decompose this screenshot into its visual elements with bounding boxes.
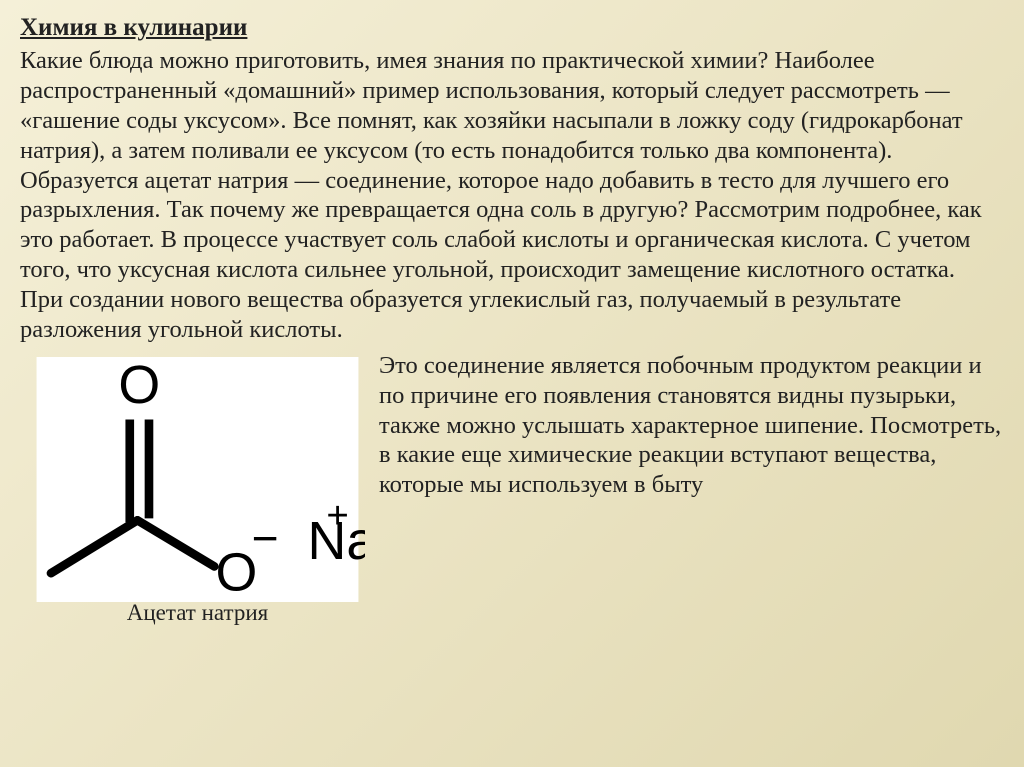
- main-paragraph: Какие блюда можно приготовить, имея знан…: [20, 46, 1004, 345]
- bottom-row: O O − Na + Ацетат натрия Это соединение …: [20, 351, 1004, 626]
- figure-column: O O − Na + Ацетат натрия: [20, 351, 375, 626]
- slide: Химия в кулинарии Какие блюда можно приг…: [0, 0, 1024, 767]
- oxygen-upper-label: O: [118, 357, 160, 415]
- side-paragraph: Это соединение является побочным продукт…: [375, 351, 1004, 500]
- slide-title: Химия в кулинарии: [20, 14, 1004, 42]
- plus-charge: +: [326, 494, 348, 537]
- figure-caption: Ацетат натрия: [127, 600, 269, 626]
- sodium-acetate-structure-icon: O O − Na +: [30, 357, 365, 602]
- minus-charge: −: [252, 512, 279, 564]
